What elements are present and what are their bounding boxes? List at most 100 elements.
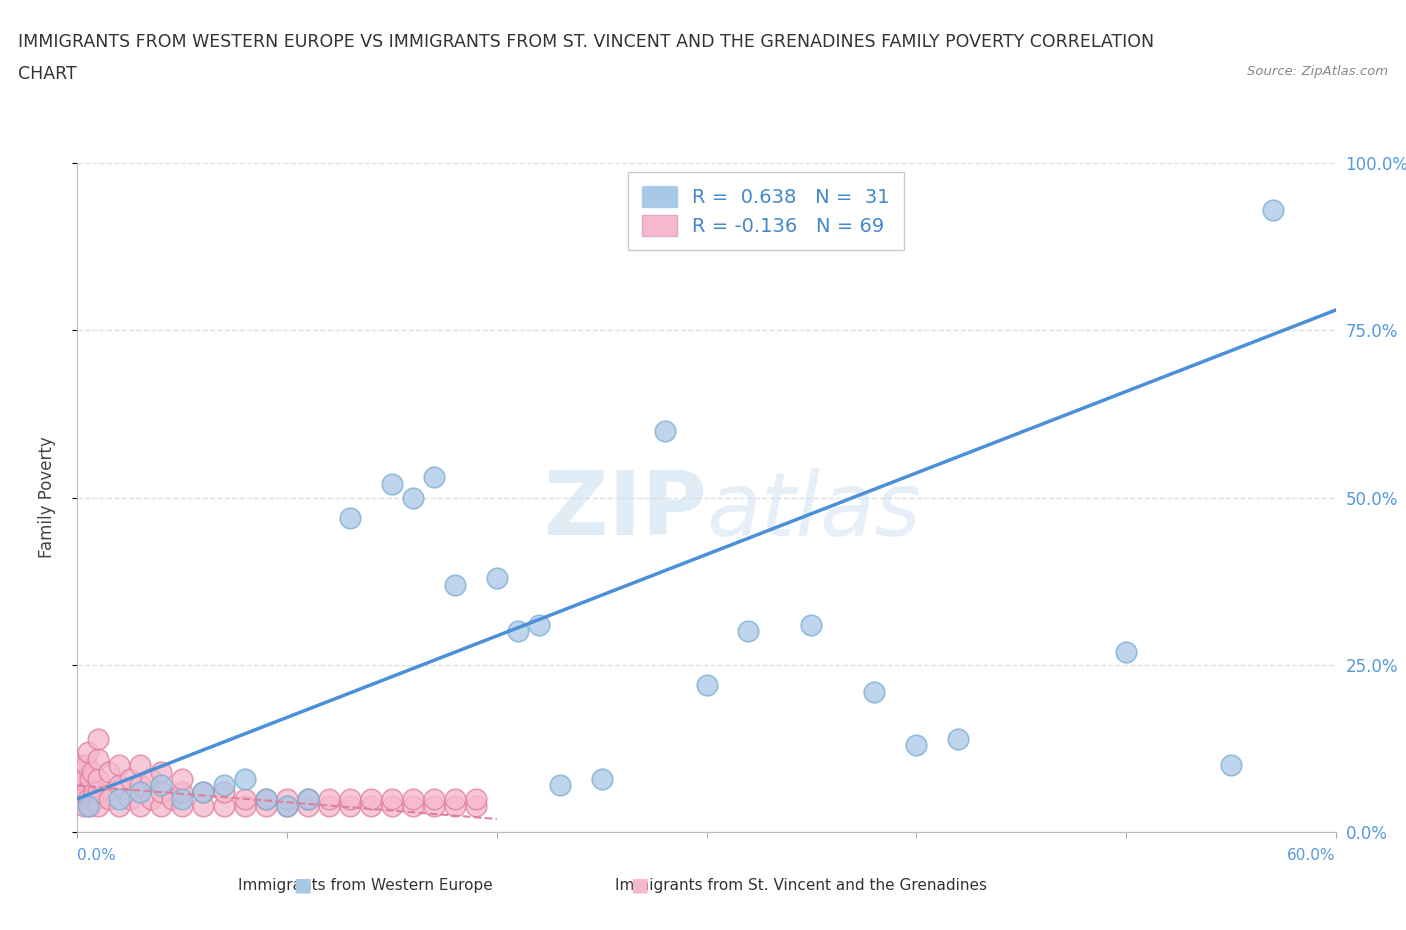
Point	[444, 798, 467, 813]
Point	[129, 785, 152, 800]
Text: atlas: atlas	[707, 468, 921, 554]
Point	[339, 791, 361, 806]
Point	[233, 791, 256, 806]
Point	[276, 798, 298, 813]
Point	[297, 798, 319, 813]
Point	[1261, 202, 1284, 217]
Point	[423, 798, 446, 813]
Point	[360, 798, 382, 813]
Point	[172, 785, 194, 800]
Point	[212, 778, 235, 793]
Text: Immigrants from Western Europe: Immigrants from Western Europe	[238, 878, 494, 893]
Point	[800, 618, 823, 632]
Point	[276, 791, 298, 806]
Point	[67, 771, 90, 786]
Point	[360, 791, 382, 806]
Point	[75, 785, 97, 800]
Point	[485, 570, 508, 585]
Point	[87, 731, 110, 746]
Text: 60.0%: 60.0%	[1288, 848, 1336, 863]
Text: ZIP: ZIP	[544, 468, 707, 554]
Point	[84, 791, 107, 806]
Point	[527, 618, 550, 632]
Text: CHART: CHART	[18, 65, 77, 83]
Point	[108, 758, 131, 773]
Point	[737, 624, 759, 639]
Point	[76, 791, 98, 806]
Point	[76, 745, 98, 760]
Point	[1115, 644, 1137, 659]
Point	[212, 798, 235, 813]
Point	[254, 798, 277, 813]
Point	[80, 791, 103, 806]
Point	[297, 791, 319, 806]
Point	[87, 798, 110, 813]
Point	[233, 798, 256, 813]
Point	[129, 798, 152, 813]
Point	[444, 791, 467, 806]
Point	[464, 798, 486, 813]
Point	[97, 791, 120, 806]
Point	[67, 758, 90, 773]
Point	[423, 791, 446, 806]
Point	[339, 511, 361, 525]
Point	[548, 778, 571, 793]
Point	[863, 684, 886, 699]
Point	[76, 798, 98, 813]
Point	[139, 791, 162, 806]
Point	[506, 624, 529, 639]
Point	[97, 764, 120, 779]
Point	[381, 477, 404, 492]
Point	[118, 791, 141, 806]
Point	[318, 798, 340, 813]
Text: Source: ZipAtlas.com: Source: ZipAtlas.com	[1247, 65, 1388, 78]
Point	[118, 771, 141, 786]
Point	[254, 791, 277, 806]
Point	[948, 731, 970, 746]
Point	[172, 771, 194, 786]
Point	[150, 764, 173, 779]
Point	[129, 778, 152, 793]
Point	[654, 423, 676, 438]
Point	[212, 785, 235, 800]
Point	[79, 798, 101, 813]
Point	[83, 785, 105, 800]
Point	[276, 798, 298, 813]
Point	[150, 785, 173, 800]
Point	[423, 470, 446, 485]
Point	[172, 798, 194, 813]
Point	[80, 764, 103, 779]
Point	[160, 791, 183, 806]
Point	[402, 490, 425, 505]
Text: Immigrants from St. Vincent and the Grenadines: Immigrants from St. Vincent and the Gren…	[616, 878, 987, 893]
Point	[70, 791, 93, 806]
Point	[191, 798, 215, 813]
Point	[108, 798, 131, 813]
Point	[297, 791, 319, 806]
Point	[254, 791, 277, 806]
Point	[150, 778, 173, 793]
Point	[381, 791, 404, 806]
Point	[129, 758, 152, 773]
Y-axis label: Family Poverty: Family Poverty	[38, 437, 56, 558]
Point	[108, 791, 131, 806]
Point	[139, 771, 162, 786]
Point	[87, 751, 110, 766]
Text: ■: ■	[292, 876, 312, 895]
Point	[402, 798, 425, 813]
Point	[402, 791, 425, 806]
Point	[591, 771, 613, 786]
Point	[191, 785, 215, 800]
Text: ■: ■	[630, 876, 650, 895]
Point	[381, 798, 404, 813]
Point	[318, 791, 340, 806]
Point	[70, 764, 93, 779]
Point	[67, 785, 90, 800]
Point	[444, 578, 467, 592]
Point	[87, 771, 110, 786]
Text: IMMIGRANTS FROM WESTERN EUROPE VS IMMIGRANTS FROM ST. VINCENT AND THE GRENADINES: IMMIGRANTS FROM WESTERN EUROPE VS IMMIGR…	[18, 33, 1154, 50]
Point	[905, 737, 928, 752]
Point	[339, 798, 361, 813]
Point	[172, 791, 194, 806]
Point	[464, 791, 486, 806]
